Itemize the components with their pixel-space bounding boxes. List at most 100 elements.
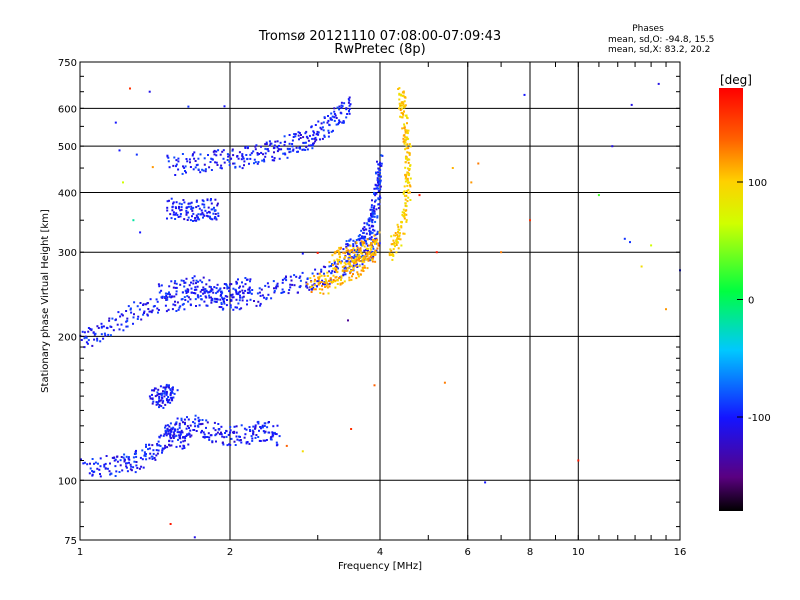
data-point [175,434,178,437]
data-point [89,327,92,330]
data-point [363,237,366,240]
data-point [300,134,302,136]
data-point [398,235,401,238]
data-point [351,249,354,251]
data-point [143,310,146,313]
data-point [108,319,111,322]
data-point [305,130,308,133]
data-point [250,152,253,155]
data-point [175,310,178,312]
data-point [322,265,325,268]
data-point [267,293,270,296]
data-point [211,297,214,300]
data-point [116,323,119,326]
data-point [271,159,274,162]
data-point [215,161,218,164]
data-point [363,245,366,248]
data-point [228,160,231,163]
data-point [167,308,170,311]
data-point [349,262,351,265]
data-point [155,401,158,404]
data-point [334,114,337,117]
data-point [378,242,381,245]
data-point [376,247,379,250]
data-point [106,467,109,470]
data-point [208,285,211,288]
data-point [399,115,402,118]
data-point [187,205,190,208]
data-point [311,285,313,288]
data-point [94,332,97,335]
data-point [179,445,182,448]
data-point [338,246,341,249]
isolated-point [223,105,226,108]
data-point [377,171,379,174]
data-point [141,449,144,452]
data-point [237,157,240,160]
data-point [327,292,330,295]
data-point [216,431,219,434]
data-point [374,194,377,197]
data-point [364,248,367,251]
data-point [155,298,158,301]
data-point [193,275,196,278]
isolated-point [148,90,151,93]
data-point [282,152,285,155]
data-point [196,294,199,297]
data-point [338,277,340,280]
data-point [229,304,232,307]
data-point [185,209,188,212]
data-point [361,260,364,263]
data-point [194,418,197,421]
data-point [216,283,219,286]
data-point [354,262,357,265]
data-point [156,307,159,310]
data-point [90,328,93,331]
data-point [407,129,410,132]
data-point [362,256,365,259]
data-point [185,277,188,280]
data-point [401,127,404,130]
data-point [377,242,380,245]
data-point [303,141,306,144]
data-point [340,101,343,104]
data-point [201,419,204,421]
data-point [330,118,333,121]
data-point [241,289,244,292]
data-point [220,296,223,299]
data-point [273,159,276,162]
data-point [189,429,192,432]
data-point [202,288,205,291]
data-point [157,440,160,443]
data-point [240,158,243,161]
data-point [403,134,406,137]
data-point [358,260,361,263]
data-point [338,256,341,259]
data-point [168,291,170,294]
data-point [166,446,169,449]
isolated-point [470,181,473,184]
data-point [323,272,325,275]
data-point [100,325,103,328]
data-point [181,447,184,450]
data-point [158,444,161,447]
data-point [183,308,186,311]
data-point [174,213,177,216]
data-point [184,299,187,301]
data-point [312,134,315,137]
data-point [180,203,183,206]
data-point [308,144,310,147]
data-point [166,296,169,299]
data-point [362,270,365,272]
data-point [204,295,207,298]
data-point [365,252,368,255]
data-point [404,198,407,201]
data-point [168,166,171,169]
data-point [298,132,301,134]
data-point [190,291,193,294]
data-point [299,146,301,149]
data-point [311,137,314,140]
data-point [215,440,217,443]
data-point [132,456,135,459]
data-point [185,171,187,174]
